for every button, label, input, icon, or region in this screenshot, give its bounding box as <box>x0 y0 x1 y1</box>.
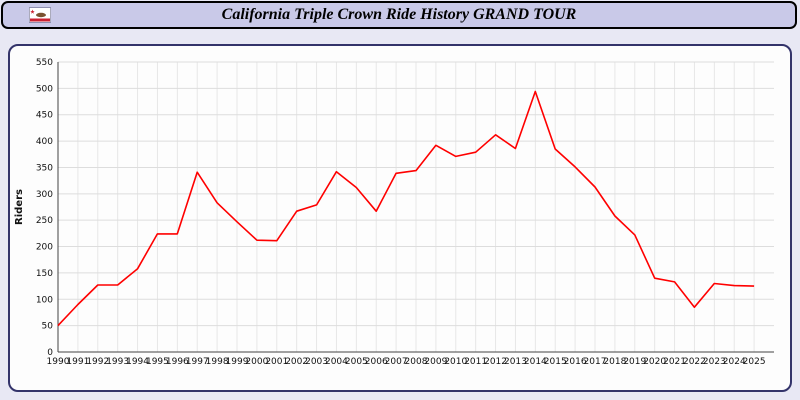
svg-text:2018: 2018 <box>603 357 626 367</box>
svg-text:2025: 2025 <box>743 357 766 367</box>
svg-text:500: 500 <box>36 84 53 94</box>
svg-text:2004: 2004 <box>325 357 348 367</box>
svg-text:2013: 2013 <box>504 357 527 367</box>
svg-text:1990: 1990 <box>47 357 70 367</box>
svg-text:1993: 1993 <box>106 357 129 367</box>
svg-text:2015: 2015 <box>544 357 567 367</box>
svg-text:50: 50 <box>42 322 54 332</box>
svg-text:1996: 1996 <box>166 357 189 367</box>
svg-text:1997: 1997 <box>186 357 209 367</box>
svg-text:2024: 2024 <box>723 357 746 367</box>
svg-text:1999: 1999 <box>226 357 249 367</box>
svg-text:400: 400 <box>36 137 53 147</box>
svg-text:2003: 2003 <box>305 357 328 367</box>
svg-text:2011: 2011 <box>464 357 487 367</box>
svg-text:350: 350 <box>36 163 53 173</box>
svg-text:1991: 1991 <box>66 357 89 367</box>
svg-text:2020: 2020 <box>643 357 666 367</box>
svg-text:2021: 2021 <box>663 357 686 367</box>
svg-text:2008: 2008 <box>405 357 428 367</box>
svg-text:2001: 2001 <box>265 357 288 367</box>
svg-text:2009: 2009 <box>424 357 447 367</box>
ride-history-line-chart: 0501001502002503003504004505005501990199… <box>14 58 774 367</box>
svg-text:2023: 2023 <box>703 357 726 367</box>
svg-text:150: 150 <box>36 269 53 279</box>
chart-title-bar: California Triple Crown Ride History GRA… <box>1 1 797 29</box>
svg-text:250: 250 <box>36 216 53 226</box>
svg-text:2006: 2006 <box>365 357 388 367</box>
california-flag-icon <box>28 7 52 23</box>
svg-text:1995: 1995 <box>146 357 169 367</box>
svg-text:Riders: Riders <box>14 189 25 225</box>
svg-text:300: 300 <box>36 190 53 200</box>
svg-text:100: 100 <box>36 295 53 305</box>
svg-text:1998: 1998 <box>206 357 229 367</box>
svg-text:2022: 2022 <box>683 357 706 367</box>
svg-text:2017: 2017 <box>584 357 607 367</box>
svg-text:2000: 2000 <box>245 357 268 367</box>
page-title: California Triple Crown Ride History GRA… <box>221 6 577 23</box>
svg-text:0: 0 <box>47 348 53 358</box>
svg-text:2010: 2010 <box>444 357 467 367</box>
svg-text:2007: 2007 <box>385 357 408 367</box>
svg-text:2016: 2016 <box>564 357 587 367</box>
svg-text:1994: 1994 <box>126 357 149 367</box>
svg-text:1992: 1992 <box>86 357 109 367</box>
svg-text:2002: 2002 <box>285 357 308 367</box>
svg-text:200: 200 <box>36 243 53 253</box>
svg-text:2019: 2019 <box>623 357 646 367</box>
svg-text:450: 450 <box>36 111 53 121</box>
svg-text:2005: 2005 <box>345 357 368 367</box>
chart-panel: 0 50 100 150 200 250 300 350 400 450 500 550 1990 199… <box>8 44 792 392</box>
svg-text:550: 550 <box>36 58 53 68</box>
svg-text:2012: 2012 <box>484 357 507 367</box>
svg-text:2014: 2014 <box>524 357 547 367</box>
